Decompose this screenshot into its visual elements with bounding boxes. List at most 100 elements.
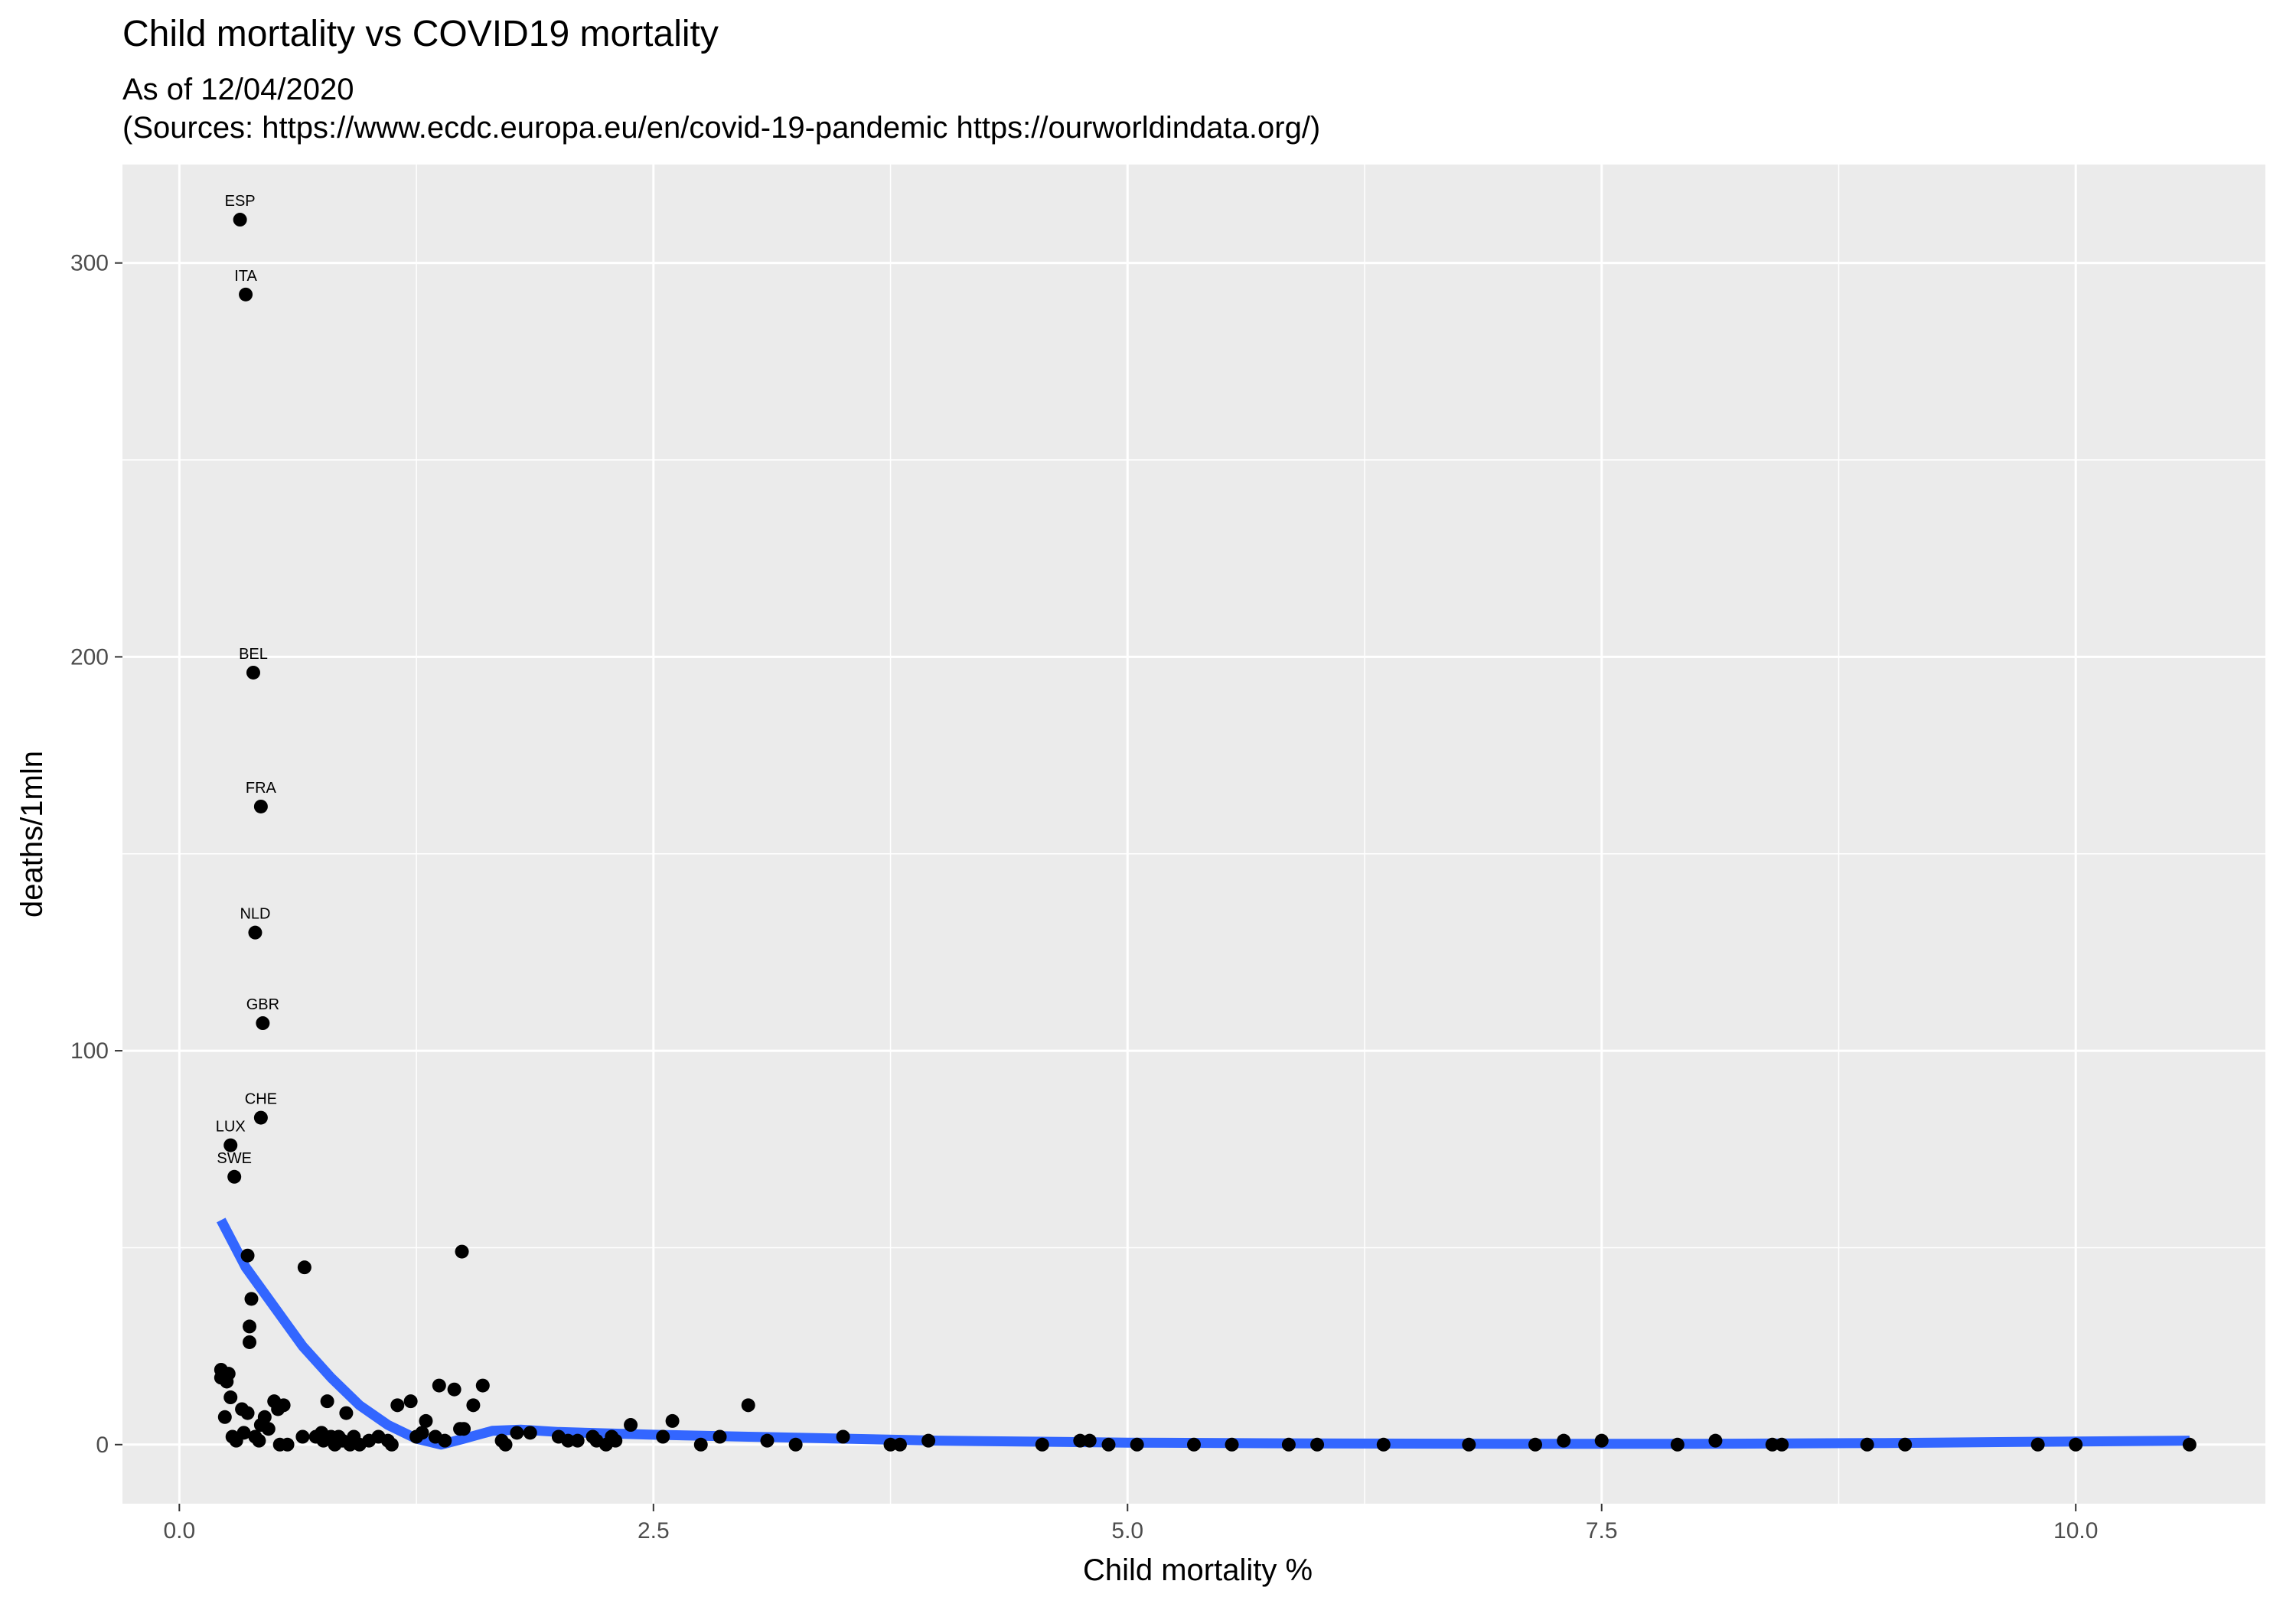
data-point xyxy=(1528,1437,1543,1452)
point-label: LUX xyxy=(216,1119,246,1136)
data-point xyxy=(236,1426,251,1440)
data-point xyxy=(217,1410,232,1424)
data-point xyxy=(570,1433,585,1448)
data-point xyxy=(1775,1437,1789,1452)
data-point xyxy=(713,1429,727,1444)
data-point xyxy=(741,1398,755,1413)
data-point xyxy=(1557,1433,1571,1448)
data-point xyxy=(1073,1433,1088,1448)
point-label: ESP xyxy=(225,193,256,210)
data-point xyxy=(2182,1437,2197,1452)
data-point xyxy=(608,1433,623,1448)
data-point xyxy=(390,1398,405,1413)
data-point xyxy=(624,1418,638,1433)
point-labels-layer: ESP ITA BEL FRA NLD GBR CHE LUX SWE xyxy=(216,193,279,1167)
data-point xyxy=(223,1390,238,1405)
labeled-data-point xyxy=(253,799,268,813)
data-point xyxy=(221,1367,236,1381)
y-tick-label: 100 xyxy=(70,1038,109,1064)
point-label: CHE xyxy=(245,1091,277,1108)
y-tick-label: 300 xyxy=(70,251,109,276)
labeled-data-point xyxy=(246,665,260,680)
y-axis: 0 100 200 300 xyxy=(70,251,122,1458)
labeled-data-point xyxy=(253,1110,268,1125)
x-tick-label: 5.0 xyxy=(1111,1518,1143,1543)
labeled-data-point xyxy=(233,213,247,227)
data-point xyxy=(280,1437,295,1452)
labeled-data-point xyxy=(239,287,253,302)
point-label: BEL xyxy=(239,646,268,663)
data-point xyxy=(339,1406,354,1420)
data-point xyxy=(1670,1437,1684,1452)
y-tick-label: 200 xyxy=(70,644,109,670)
data-point xyxy=(1860,1437,1874,1452)
data-point xyxy=(1187,1437,1201,1452)
data-point xyxy=(403,1394,418,1409)
data-point xyxy=(297,1260,311,1275)
labeled-data-point xyxy=(256,1016,270,1031)
x-tick-label: 2.5 xyxy=(638,1518,670,1543)
data-point xyxy=(466,1398,481,1413)
data-point xyxy=(415,1426,429,1440)
data-point xyxy=(457,1422,471,1436)
data-point xyxy=(244,1292,259,1306)
labeled-data-point xyxy=(227,1169,242,1184)
y-axis-title: deaths/1mln xyxy=(15,751,49,918)
plot-panel xyxy=(122,165,2265,1504)
data-point xyxy=(1376,1437,1391,1452)
y-tick-label: 0 xyxy=(96,1433,109,1458)
data-point xyxy=(510,1426,524,1440)
data-point xyxy=(240,1248,255,1263)
data-point xyxy=(836,1429,850,1444)
data-point xyxy=(243,1319,257,1334)
data-point xyxy=(1462,1437,1476,1452)
point-label: FRA xyxy=(246,780,277,797)
data-point xyxy=(455,1244,469,1259)
x-tick-label: 10.0 xyxy=(2053,1518,2098,1543)
data-point xyxy=(1594,1433,1609,1448)
point-label: GBR xyxy=(246,996,279,1013)
data-point xyxy=(788,1437,803,1452)
x-axis: 0.0 2.5 5.0 7.5 10.0 xyxy=(163,1504,2098,1543)
data-point xyxy=(475,1378,490,1393)
data-point xyxy=(419,1413,433,1428)
data-point xyxy=(252,1433,266,1448)
data-point xyxy=(1082,1433,1097,1448)
data-point xyxy=(2030,1437,2045,1452)
data-point xyxy=(1310,1437,1325,1452)
data-point xyxy=(384,1437,399,1452)
data-point xyxy=(1101,1437,1116,1452)
data-point xyxy=(561,1433,576,1448)
data-point xyxy=(760,1433,775,1448)
labeled-data-point xyxy=(248,925,263,940)
x-tick-label: 0.0 xyxy=(163,1518,195,1543)
point-label: ITA xyxy=(234,268,257,285)
data-point xyxy=(447,1382,461,1397)
data-point xyxy=(320,1394,334,1409)
data-point xyxy=(257,1410,272,1424)
x-axis-title: Child mortality % xyxy=(1083,1553,1313,1587)
point-label: NLD xyxy=(240,906,270,923)
data-point xyxy=(295,1429,310,1444)
data-point xyxy=(432,1378,446,1393)
data-point xyxy=(1130,1437,1144,1452)
data-point xyxy=(883,1437,898,1452)
labeled-data-point xyxy=(223,1138,238,1152)
chart-subtitle-line-1: As of 12/04/2020 xyxy=(122,73,354,106)
points-layer xyxy=(214,213,2197,1452)
chart-subtitle-line-2: (Sources: https://www.ecdc.europa.eu/en/… xyxy=(122,111,1320,145)
data-point xyxy=(523,1426,537,1440)
data-point xyxy=(1708,1433,1723,1448)
data-point xyxy=(1281,1437,1296,1452)
data-point xyxy=(665,1413,680,1428)
data-point xyxy=(1898,1437,1913,1452)
chart-title: Child mortality vs COVID19 mortality xyxy=(122,14,719,54)
x-tick-label: 7.5 xyxy=(1586,1518,1618,1543)
data-point xyxy=(1035,1437,1049,1452)
data-point xyxy=(276,1398,291,1413)
data-point xyxy=(498,1437,513,1452)
data-point xyxy=(1225,1437,1239,1452)
data-point xyxy=(693,1437,708,1452)
data-point xyxy=(243,1335,257,1349)
